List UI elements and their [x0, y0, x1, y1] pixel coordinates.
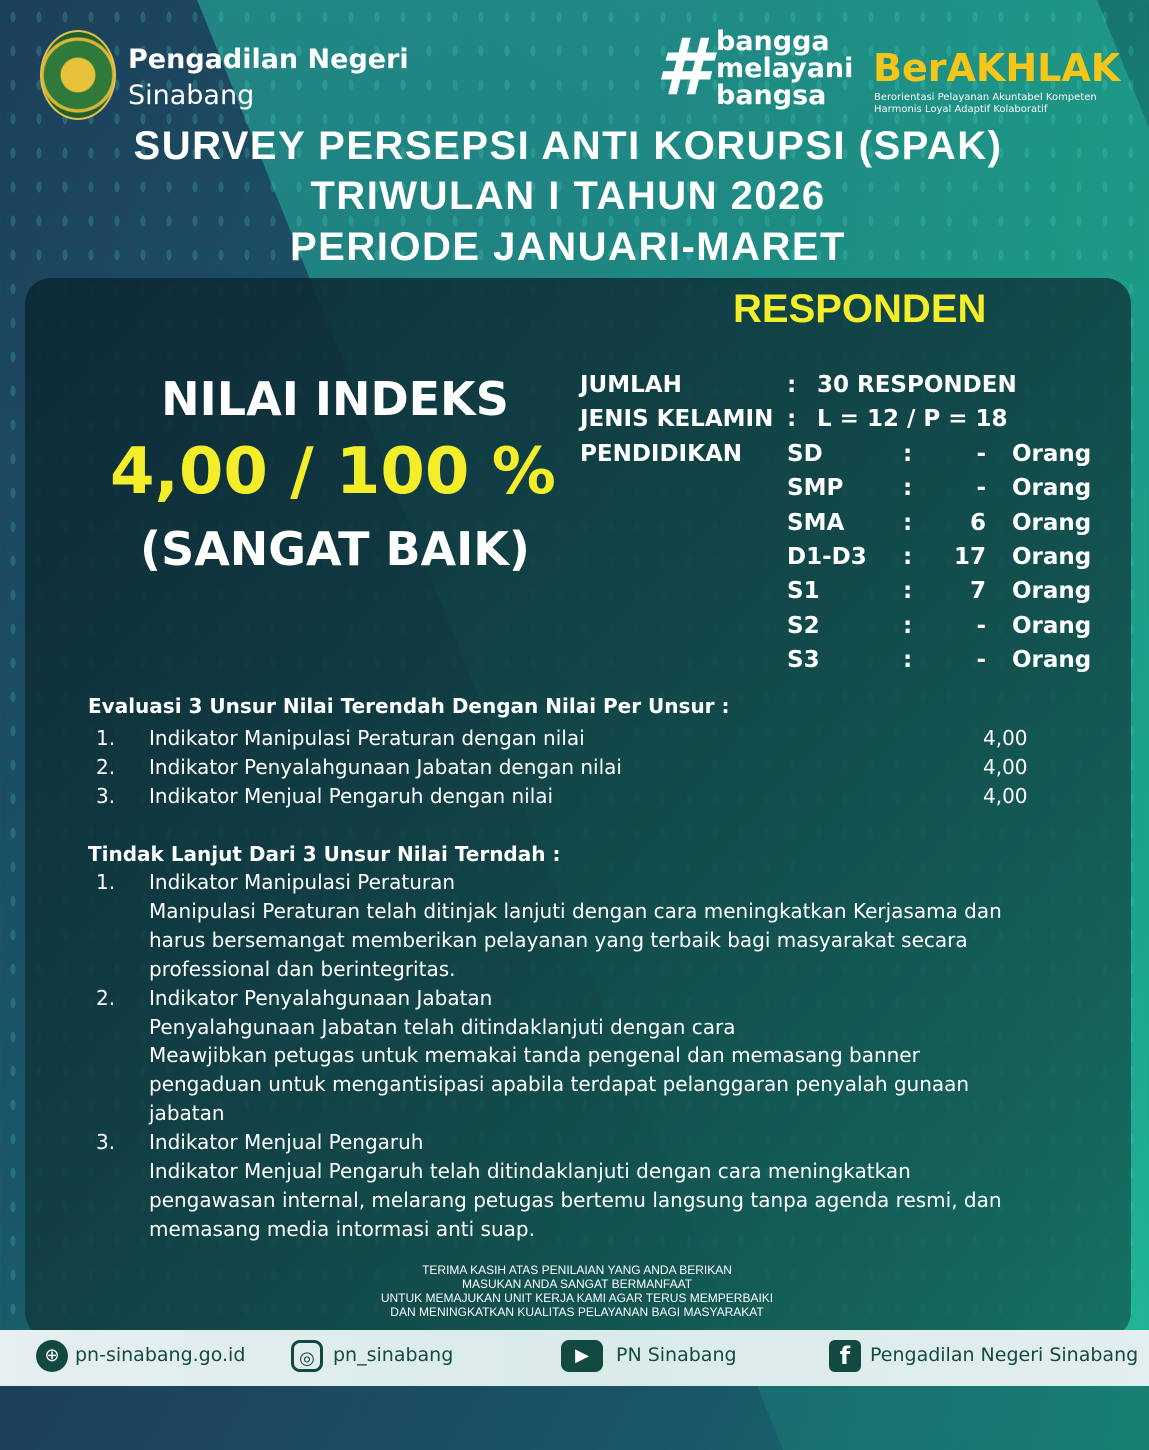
education-level: D1-D3	[787, 543, 867, 570]
logo-line: melayani	[716, 53, 854, 84]
tindak-line: Indikator Manipulasi Peraturan	[149, 870, 456, 894]
education-unit: Orang	[1012, 475, 1092, 502]
tindak-line: Indikator Penyalahgunaan Jabatan	[149, 985, 493, 1010]
education-count: -	[976, 475, 986, 502]
tindak-line: pengawasan internal, melarang petugas be…	[149, 1187, 1002, 1212]
item-number: 1.	[96, 870, 116, 894]
title-line3: PERIODE JANUARI-MARET	[290, 225, 846, 269]
education-unit: Orang	[1012, 441, 1092, 467]
tagline-line: Berorientasi Pelayanan Akuntabel Kompete…	[874, 92, 1097, 103]
colon: :	[903, 578, 913, 605]
item-number: 3.	[96, 784, 116, 808]
tindak-line: professional dan berintegritas.	[149, 956, 456, 981]
thanks-line: DAN MENINGKATKAN KUALITAS PELAYANAN BAGI…	[390, 1305, 764, 1319]
evaluasi-value: 4,00	[983, 726, 1028, 750]
education-level: S3	[787, 646, 820, 673]
education-count: 17	[953, 543, 986, 570]
youtube-link[interactable]: PN Sinabang	[616, 1344, 737, 1366]
title-line2: TRIWULAN I TAHUN 2026	[310, 174, 826, 218]
colon: :	[903, 612, 913, 639]
thanks-line: UNTUK MEMAJUKAN UNIT KERJA KAMI AGAR TER…	[380, 1291, 774, 1305]
colon: :	[787, 406, 797, 432]
education-count: -	[976, 612, 986, 639]
education-level: SD	[787, 441, 823, 467]
thanks-line: TERIMA KASIH ATAS PENILAIAN YANG ANDA BE…	[422, 1263, 732, 1277]
globe-icon: ⊕	[36, 1340, 68, 1372]
tindak-line: jabatan	[149, 1101, 225, 1126]
org-name-line2: Sinabang	[128, 80, 255, 111]
thanks-line: MASUKAN ANDA SANGAT BERMANFAAT	[461, 1277, 693, 1291]
facebook-link[interactable]: Pengadilan Negeri Sinabang	[870, 1344, 1139, 1366]
education-level: S2	[787, 612, 820, 639]
education-count: 6	[969, 509, 986, 536]
hashtag-icon: #	[656, 23, 711, 113]
instagram-icon: ◎	[291, 1340, 323, 1372]
org-name-line1: Pengadilan Negeri	[128, 44, 409, 75]
education-count: 7	[969, 578, 986, 605]
logo-line: bangsa	[716, 80, 827, 111]
colon: :	[903, 543, 913, 570]
responden-label: JENIS KELAMIN	[580, 406, 774, 432]
education-unit: Orang	[1012, 543, 1092, 570]
index-value: 4,00 / 100 %	[110, 435, 556, 509]
instagram-link[interactable]: pn_sinabang	[333, 1344, 454, 1366]
item-number: 2.	[96, 755, 116, 779]
logo-line: bangga	[716, 26, 830, 57]
tindak-line: Indikator Menjual Pengaruh	[149, 1130, 424, 1155]
tindak-line: harus bersemangat memberikan pelayanan y…	[149, 927, 968, 952]
title-line1: SURVEY PERSEPSI ANTI KORUPSI (SPAK)	[133, 124, 1003, 168]
evaluasi-heading: Evaluasi 3 Unsur Nilai Terendah Dengan N…	[88, 694, 730, 718]
education-unit: Orang	[1012, 612, 1092, 639]
item-number: 3.	[96, 1130, 116, 1155]
tindak-heading: Tindak Lanjut Dari 3 Unsur Nilai Terndah…	[88, 842, 561, 866]
tindak-line: Indikator Menjual Pengaruh telah ditinda…	[149, 1159, 911, 1183]
evaluasi-item: Indikator Manipulasi Peraturan dengan ni…	[149, 726, 585, 750]
colon: :	[903, 441, 913, 467]
website-link[interactable]: pn-sinabang.go.id	[75, 1344, 246, 1366]
evaluasi-value: 4,00	[983, 784, 1028, 808]
tagline-line: Harmonis Loyal Adaptif Kolaboratif	[874, 104, 1048, 115]
evaluasi-value: 4,00	[983, 755, 1028, 779]
item-number: 2.	[96, 985, 116, 1010]
education-level: S1	[787, 578, 820, 605]
youtube-icon: ▶	[561, 1340, 603, 1372]
tindak-line: pengaduan untuk mengantisipasi apabila t…	[149, 1072, 970, 1097]
education-unit: Orang	[1012, 578, 1092, 605]
tindak-line: memasang media intormasi anti suap.	[149, 1216, 535, 1241]
item-number: 1.	[96, 726, 116, 750]
tindak-line: Meawjibkan petugas untuk memakai tanda p…	[149, 1043, 920, 1068]
evaluasi-item: Indikator Menjual Pengaruh dengan nilai	[149, 784, 554, 808]
tindak-line: Penyalahgunaan Jabatan telah ditindaklan…	[149, 1014, 736, 1039]
responden-value: 30 RESPONDEN	[817, 372, 1017, 398]
court-logo	[40, 30, 116, 120]
colon: :	[903, 646, 913, 673]
index-label: NILAI INDEKS	[161, 372, 509, 426]
thanks-message: TERIMA KASIH ATAS PENILAIAN YANG ANDA BE…	[0, 1263, 1149, 1319]
education-count: -	[976, 646, 986, 673]
education-unit: Orang	[1012, 646, 1092, 673]
colon: :	[903, 475, 913, 502]
responden-label: JUMLAH	[580, 372, 682, 398]
education-level: SMP	[787, 475, 844, 502]
berakhlak-logo: BerAKHLAK	[873, 46, 1121, 90]
content-panel	[25, 278, 1131, 1338]
tindak-line: Manipulasi Peraturan telah ditinjak lanj…	[149, 898, 1002, 923]
evaluasi-item: Indikator Penyalahgunaan Jabatan dengan …	[149, 755, 622, 779]
colon: :	[903, 509, 913, 536]
berakhlak-tagline: Berorientasi Pelayanan Akuntabel Kompete…	[874, 92, 1097, 116]
colon: :	[787, 372, 797, 398]
responden-heading: RESPONDEN	[733, 287, 987, 331]
education-level: SMA	[787, 509, 845, 536]
bangga-melayani-logo: bangga melayani bangsa	[716, 28, 853, 109]
education-count: -	[976, 441, 986, 467]
facebook-icon: f	[829, 1340, 861, 1372]
education-unit: Orang	[1012, 509, 1092, 536]
index-category: (SANGAT BAIK)	[140, 522, 530, 576]
pendidikan-label: PENDIDIKAN	[580, 441, 742, 467]
responden-value: L = 12 / P = 18	[817, 406, 1008, 432]
